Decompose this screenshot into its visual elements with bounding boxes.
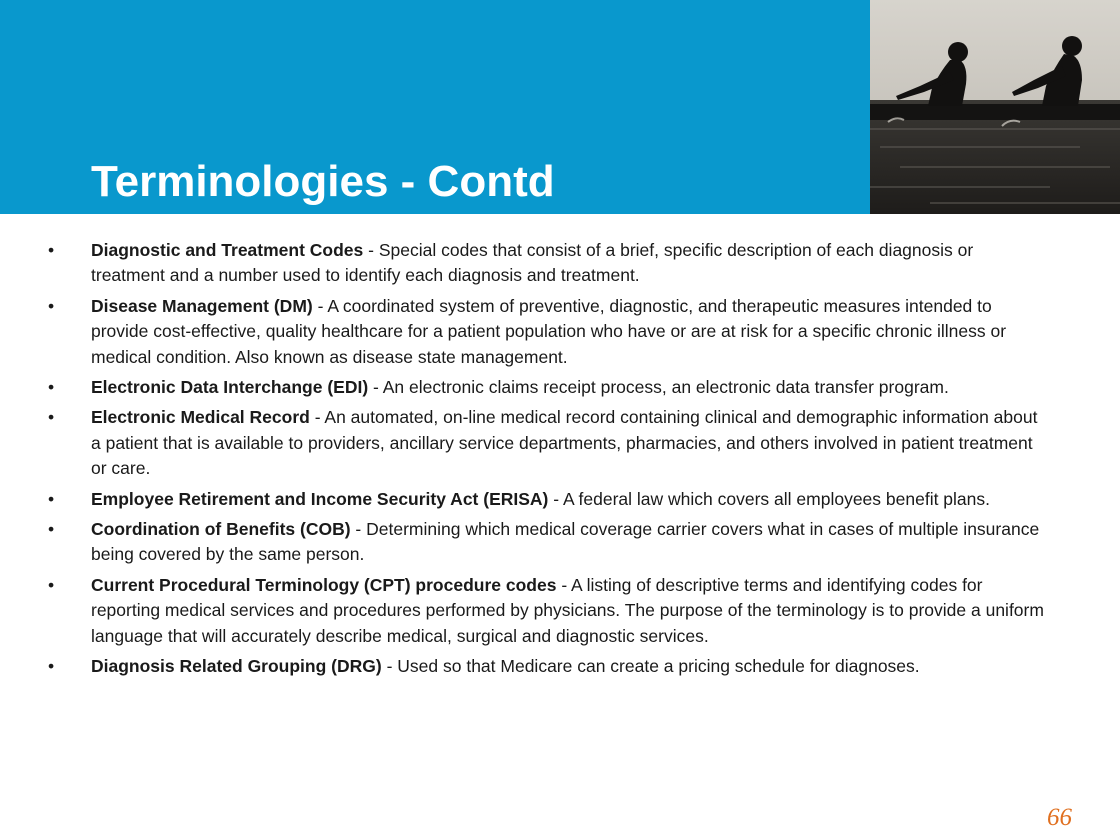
bullet-icon: • bbox=[48, 519, 55, 540]
list-item: • Coordination of Benefits (COB) - Deter… bbox=[48, 517, 1048, 568]
terms-list: • Diagnostic and Treatment Codes - Speci… bbox=[48, 238, 1048, 685]
term-definition: - Special codes that consist of a brief,… bbox=[91, 240, 974, 286]
rowers-photo bbox=[870, 0, 1120, 214]
list-item: • Electronic Medical Record - An automat… bbox=[48, 405, 1048, 481]
list-item: • Diagnosis Related Grouping (DRG) - Use… bbox=[48, 654, 1048, 679]
list-item: • Disease Management (DM) - A coordinate… bbox=[48, 294, 1048, 370]
list-item: • Diagnostic and Treatment Codes - Speci… bbox=[48, 238, 1048, 289]
term-definition: - Determining which medical coverage car… bbox=[91, 519, 1040, 565]
term-name: Diagnosis Related Grouping (DRG) bbox=[91, 656, 382, 677]
term-name: Employee Retirement and Income Security … bbox=[91, 488, 549, 509]
header-banner: Terminologies - Contd bbox=[0, 0, 870, 214]
term-definition: - An electronic claims receipt process, … bbox=[368, 377, 949, 398]
bullet-icon: • bbox=[48, 574, 55, 595]
list-item: • Current Procedural Terminology (CPT) p… bbox=[48, 573, 1048, 649]
term-name: Current Procedural Terminology (CPT) pro… bbox=[91, 574, 557, 595]
term-definition: - A coordinated system of preventive, di… bbox=[91, 295, 1007, 367]
term-definition: - An automated, on-line medical record c… bbox=[91, 407, 1038, 479]
term-name: Diagnostic and Treatment Codes bbox=[91, 240, 364, 260]
term-name: Disease Management (DM) bbox=[91, 295, 313, 316]
term-definition: - A federal law which covers all employe… bbox=[548, 488, 991, 509]
bullet-icon: • bbox=[48, 488, 55, 509]
term-definition: - Used so that Medicare can create a pri… bbox=[381, 656, 920, 677]
list-item: • Employee Retirement and Income Securit… bbox=[48, 487, 1048, 512]
list-item: • Electronic Data Interchange (EDI) - An… bbox=[48, 375, 1048, 400]
term-definition: - A listing of descriptive terms and ide… bbox=[91, 574, 1044, 646]
term-name: Electronic Medical Record bbox=[91, 407, 310, 428]
page-number: 66 bbox=[1047, 804, 1072, 831]
term-name: Electronic Data Interchange (EDI) bbox=[91, 377, 369, 398]
slide-title: Terminologies - Contd bbox=[91, 157, 555, 206]
bullet-icon: • bbox=[48, 240, 55, 260]
term-name: Coordination of Benefits (COB) bbox=[91, 519, 351, 540]
bullet-icon: • bbox=[48, 377, 55, 398]
bullet-icon: • bbox=[48, 295, 55, 316]
bullet-icon: • bbox=[48, 656, 55, 677]
bullet-icon: • bbox=[48, 407, 55, 428]
